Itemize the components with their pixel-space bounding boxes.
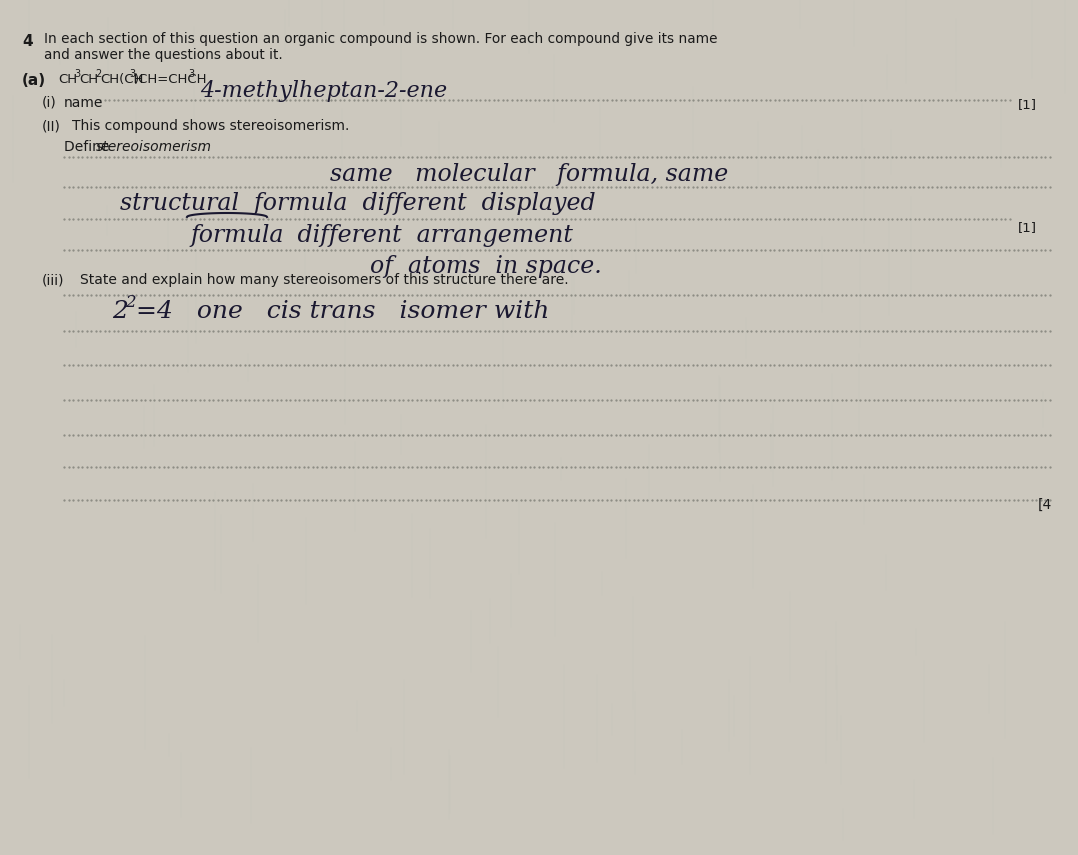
Text: 3: 3 xyxy=(74,69,80,79)
Text: same   molecular   formula, same: same molecular formula, same xyxy=(330,163,729,186)
Text: 4: 4 xyxy=(22,34,32,49)
Text: stereoisomerism: stereoisomerism xyxy=(96,140,212,154)
Text: structural  formula  different  displayed: structural formula different displayed xyxy=(120,192,596,215)
Text: CH(CH: CH(CH xyxy=(100,73,143,86)
Text: 3: 3 xyxy=(129,69,135,79)
Text: .: . xyxy=(201,140,205,154)
Text: formula: formula xyxy=(190,224,284,247)
Text: State and explain how many stereoisomers of this structure there are.: State and explain how many stereoisomers… xyxy=(80,273,568,287)
Text: In each section of this question an organic compound is shown. For each compound: In each section of this question an orga… xyxy=(44,32,718,46)
Text: CH: CH xyxy=(58,73,78,86)
Text: [1]: [1] xyxy=(1018,221,1037,234)
Text: (i): (i) xyxy=(42,96,57,110)
Text: of  atoms  in space.: of atoms in space. xyxy=(370,255,602,278)
Text: This compound shows stereoisomerism.: This compound shows stereoisomerism. xyxy=(72,119,349,133)
Text: 2: 2 xyxy=(125,294,136,311)
Text: different  arrangement: different arrangement xyxy=(290,224,572,247)
Text: 2: 2 xyxy=(95,69,101,79)
Text: name: name xyxy=(64,96,103,110)
Text: CH: CH xyxy=(79,73,98,86)
Text: )CH=CHCH: )CH=CHCH xyxy=(134,73,207,86)
Text: =4   one   cis trans   isomer with: =4 one cis trans isomer with xyxy=(136,300,550,323)
Text: 3: 3 xyxy=(188,69,194,79)
Text: (a): (a) xyxy=(22,73,46,88)
Text: (iii): (iii) xyxy=(42,273,65,287)
Text: 4-methylheptan-2-ene: 4-methylheptan-2-ene xyxy=(201,80,447,102)
Text: (II): (II) xyxy=(42,119,60,133)
Text: and answer the questions about it.: and answer the questions about it. xyxy=(44,48,282,62)
Text: 2: 2 xyxy=(112,300,128,323)
Text: [1]: [1] xyxy=(1018,98,1037,111)
Text: [4: [4 xyxy=(1038,498,1052,512)
Text: Define: Define xyxy=(64,140,114,154)
